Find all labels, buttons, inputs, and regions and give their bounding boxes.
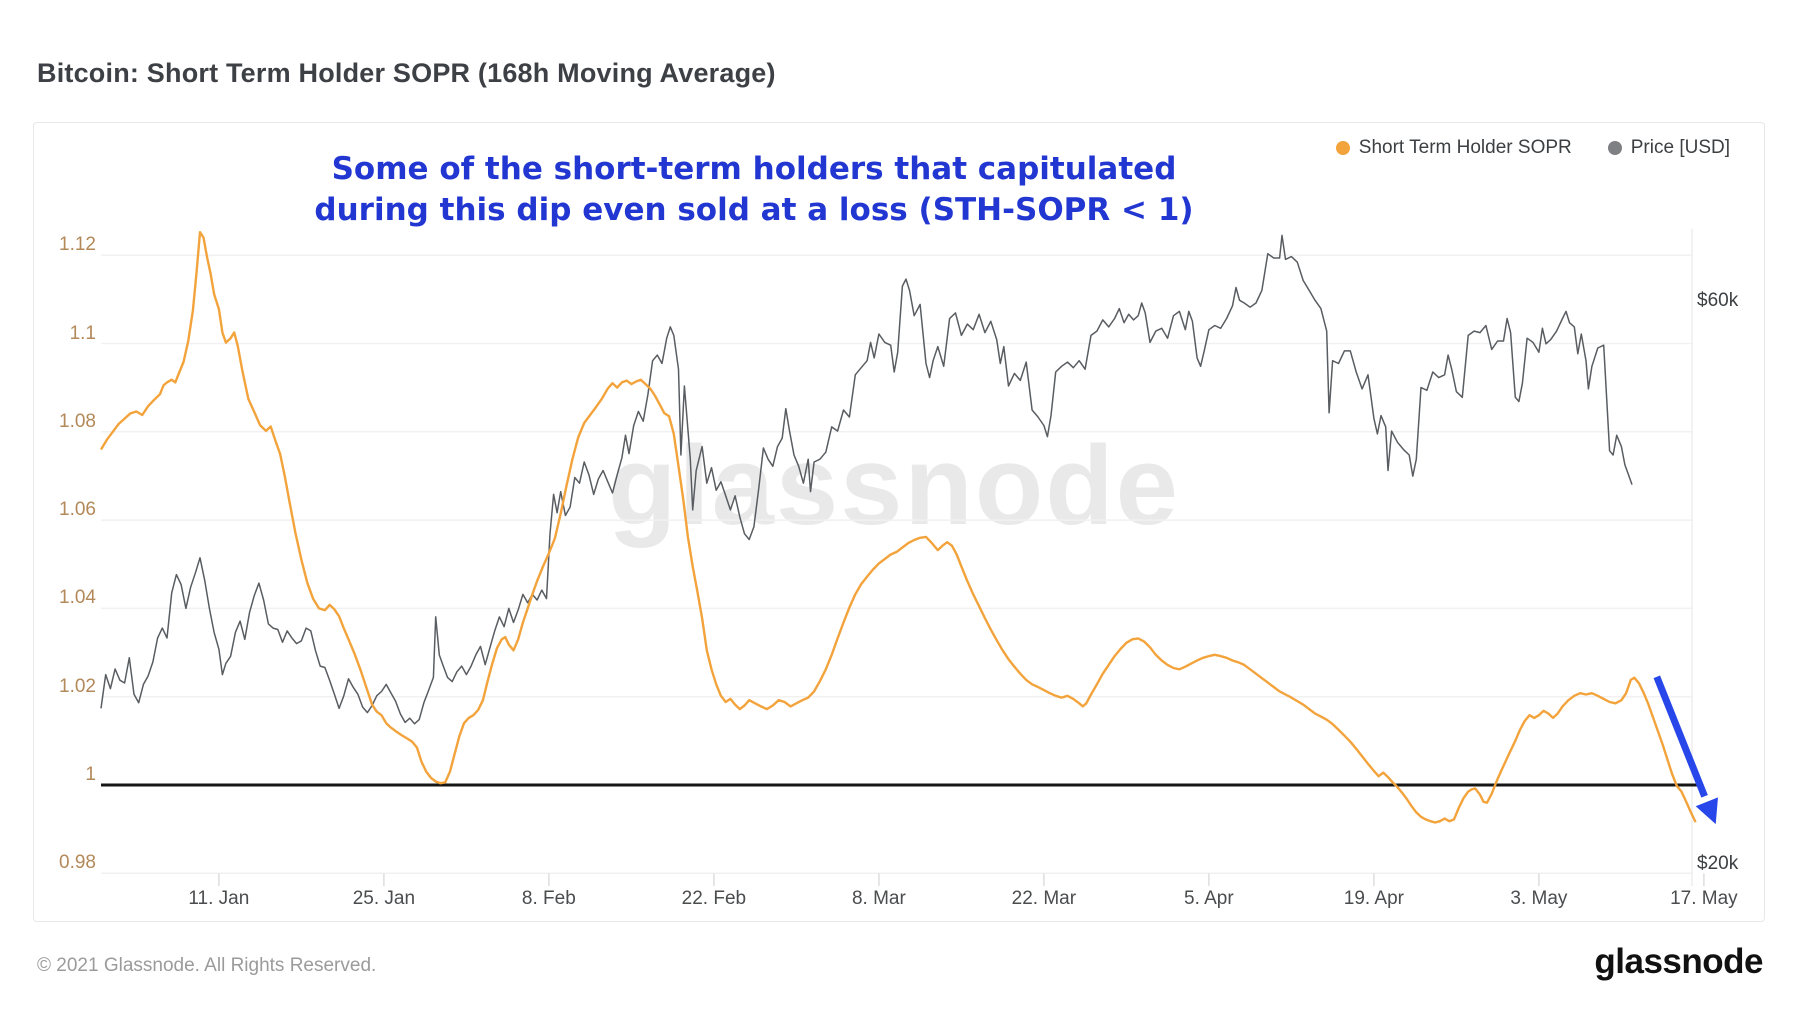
sopr-line-series — [99, 231, 1697, 824]
page-title: Bitcoin: Short Term Holder SOPR (168h Mo… — [37, 58, 776, 89]
chart-plot-area[interactable] — [34, 123, 1764, 921]
capitulation-arrowhead-icon — [1695, 797, 1718, 825]
y-axis-tick-label: 1.08 — [59, 410, 96, 432]
y-axis-tick-label: 1.02 — [59, 675, 96, 697]
y-axis-tick-label: 1 — [85, 764, 96, 785]
x-axis-tick-label: 11. Jan — [188, 888, 250, 909]
y-axis-tick-label: 1.1 — [69, 322, 96, 344]
annotation-line-2: during this dip even sold at a loss (STH… — [314, 192, 1194, 228]
legend-label: Short Term Holder SOPR — [1358, 137, 1572, 158]
annotation-line-1: Some of the short-term holders that capi… — [331, 151, 1177, 187]
x-axis-tick-label: 22. Mar — [1011, 888, 1077, 909]
chart-annotation: Some of the short-term holders that capi… — [214, 149, 1294, 231]
legend-label: Price [USD] — [1630, 137, 1730, 158]
capitulation-arrow — [1653, 675, 1708, 798]
legend-item-sth-sopr[interactable]: Short Term Holder SOPR — [1335, 137, 1572, 159]
sopr-series-dot-icon — [1335, 141, 1350, 155]
price-series-dot-icon — [1607, 141, 1622, 155]
y-axis-tick-label: 1.06 — [59, 499, 96, 521]
x-axis-tick-label: 3. May — [1510, 888, 1568, 909]
x-axis-tick-label: 22. Feb — [681, 888, 747, 909]
y-axis-right-tick-label: $20k — [1697, 853, 1739, 874]
x-axis-tick-label: 8. Feb — [521, 888, 576, 909]
legend-item-price-usd[interactable]: Price [USD] — [1607, 137, 1730, 159]
y-axis-tick-label: 1.12 — [59, 234, 96, 256]
x-axis-tick-label: 5. Apr — [1184, 888, 1234, 909]
price-line-series — [100, 234, 1633, 725]
chart-card: glassnode Some of the short-term holders… — [33, 122, 1765, 922]
x-axis-tick-label: 8. Mar — [851, 888, 906, 909]
x-axis-tick-label: 19. Apr — [1343, 888, 1404, 909]
x-axis-tick-label: 17. May — [1670, 888, 1738, 909]
x-axis-tick-label: 25. Jan — [352, 888, 416, 909]
y-axis-tick-label: 1.04 — [59, 587, 96, 609]
glassnode-logo[interactable]: glassnode — [1594, 942, 1763, 981]
chart-legend: Short Term Holder SOPR Price [USD] — [1335, 137, 1730, 159]
y-axis-tick-label: 0.98 — [59, 852, 96, 874]
copyright-text: © 2021 Glassnode. All Rights Reserved. — [37, 955, 377, 976]
glassnode-watermark: glassnode — [608, 423, 1180, 548]
y-axis-right-tick-label: $60k — [1697, 290, 1739, 311]
